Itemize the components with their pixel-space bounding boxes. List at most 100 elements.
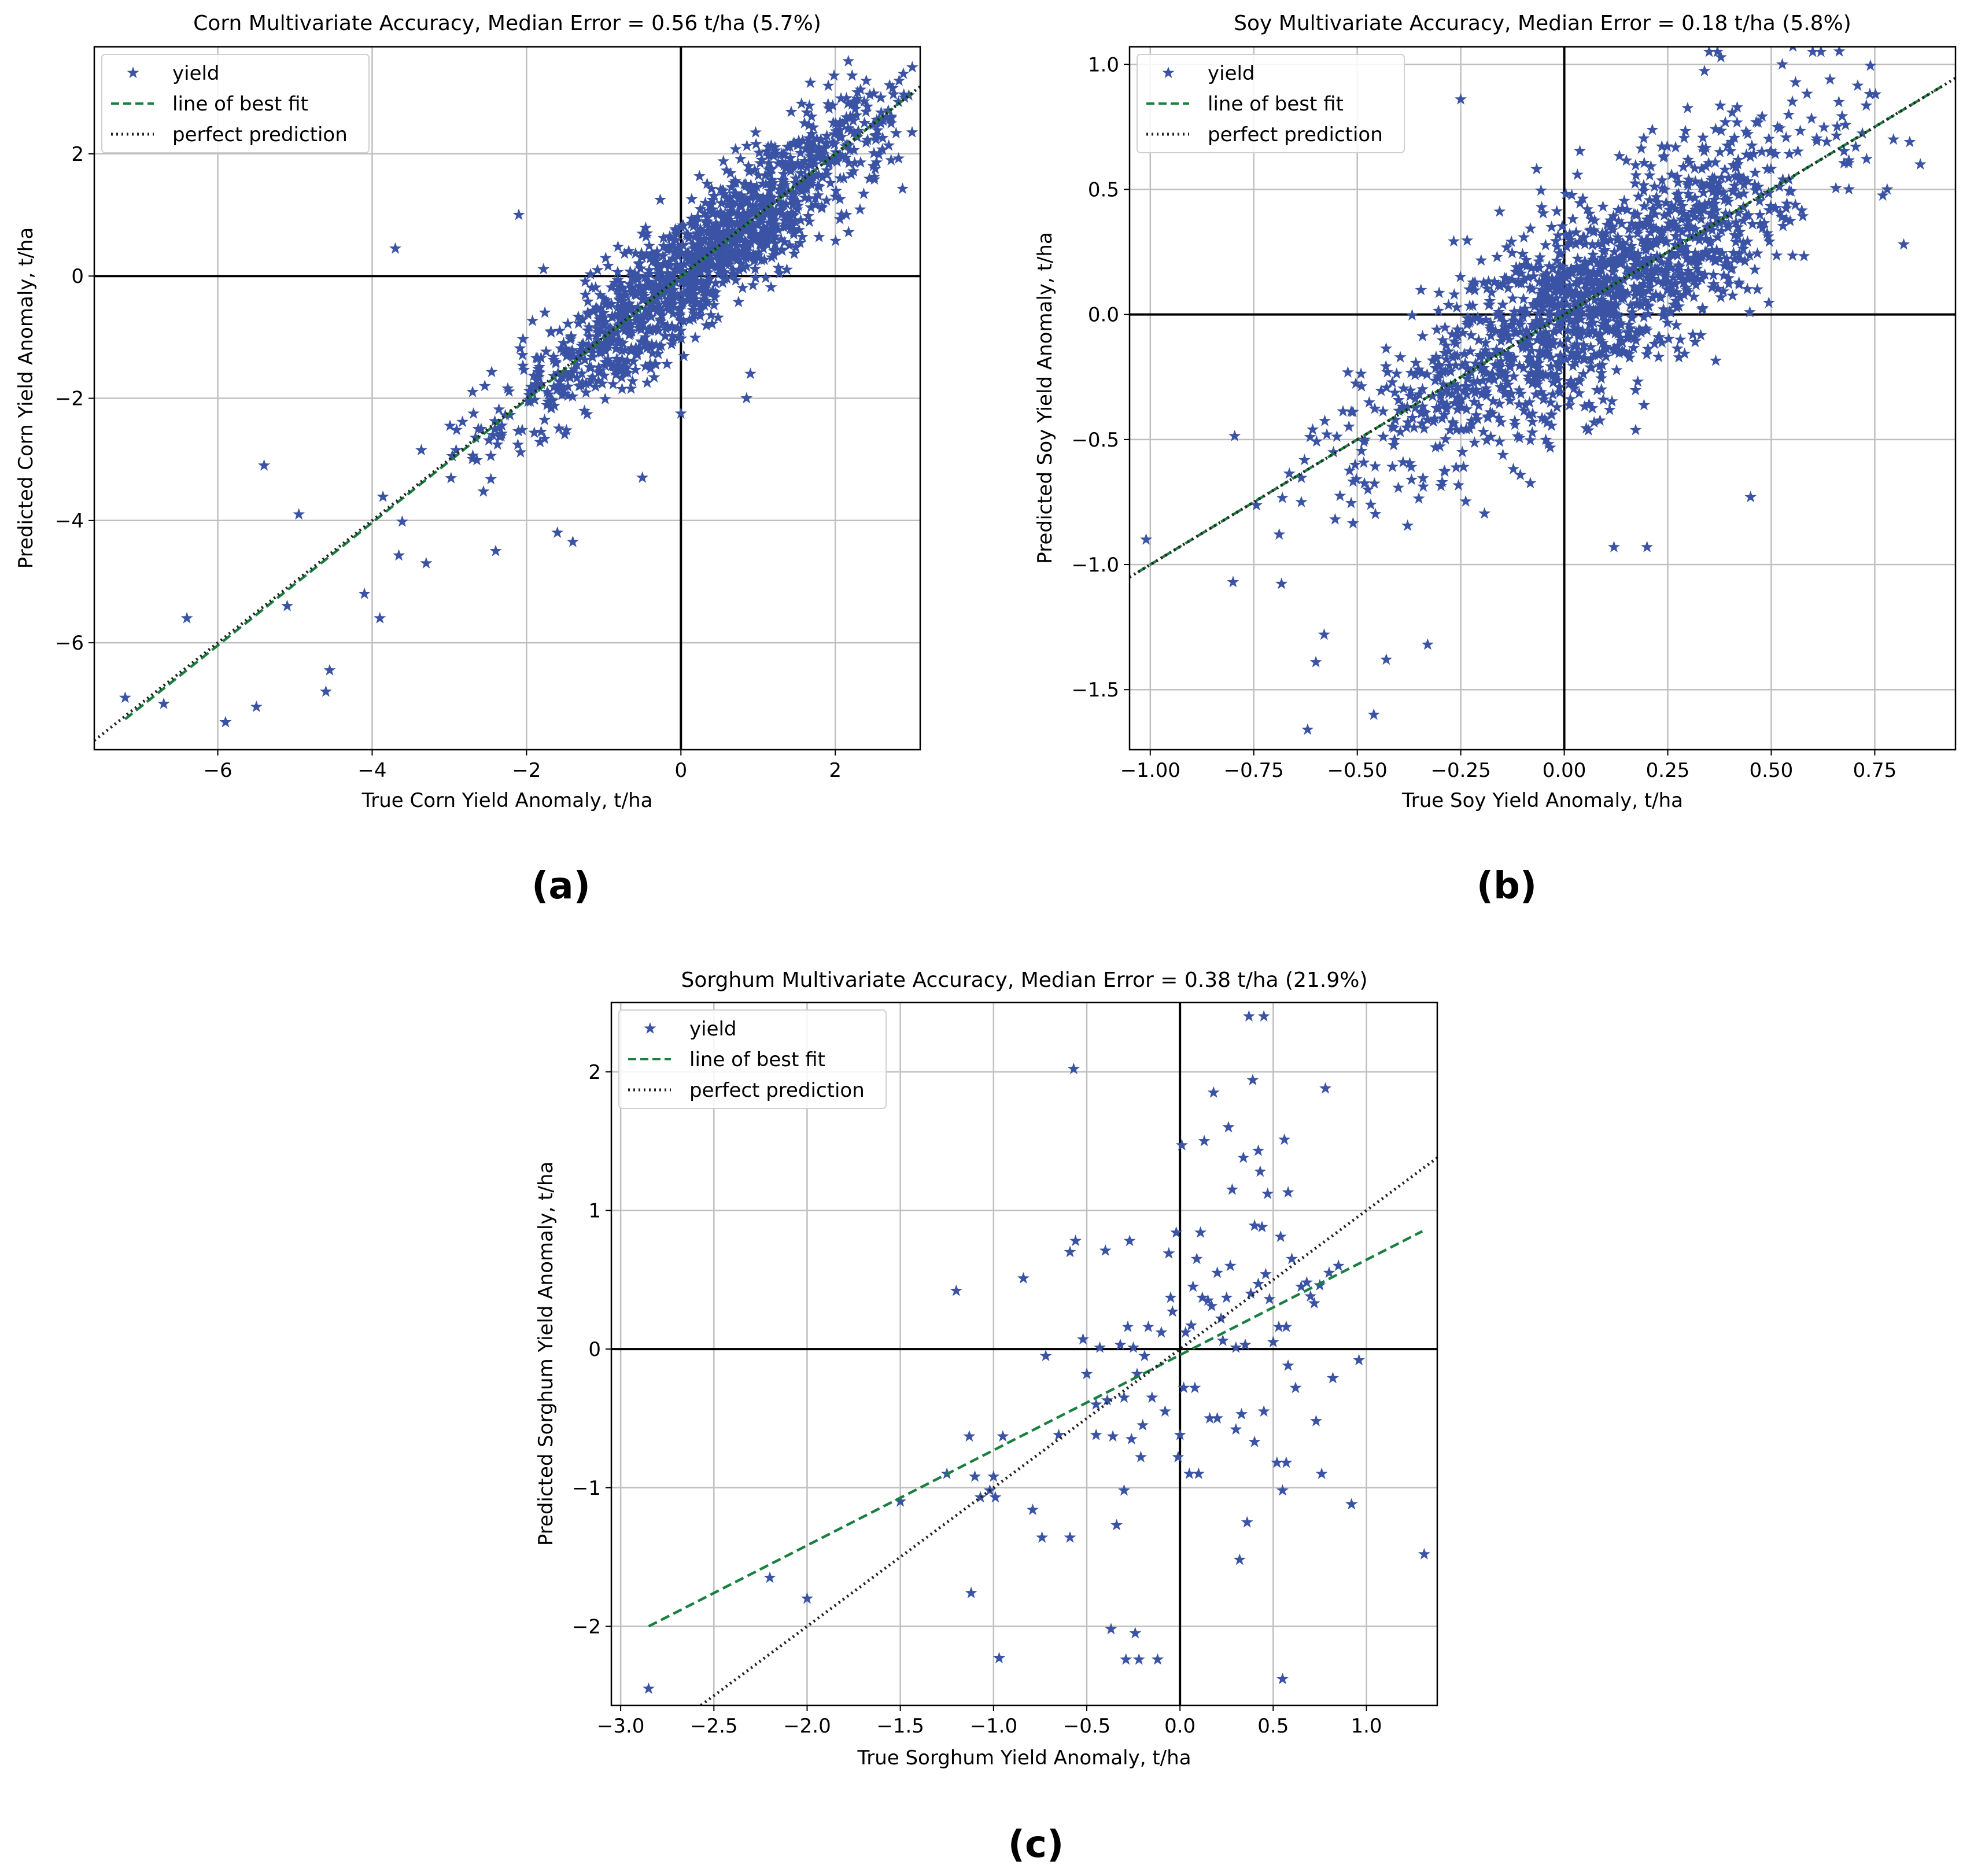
corn-yield-point bbox=[685, 193, 698, 205]
soy-legend-perfect: perfect prediction bbox=[1208, 123, 1383, 146]
corn-yield-point bbox=[828, 69, 840, 81]
corn-yield-point bbox=[641, 376, 654, 388]
sorghum-yield-point bbox=[1245, 1287, 1257, 1299]
sorghum-yield-point bbox=[1142, 1320, 1154, 1332]
sorghum-legend-fit: line of best fit bbox=[689, 1048, 825, 1071]
soy-yield-point bbox=[1319, 414, 1331, 426]
corn-yield-point bbox=[795, 97, 808, 109]
corn-yield-point bbox=[466, 385, 479, 397]
soy-caption: (b) bbox=[1477, 865, 1537, 908]
soy-yield-point bbox=[1786, 95, 1799, 107]
sorghum-yield-point bbox=[1125, 1432, 1138, 1444]
soy-yield-point bbox=[1751, 247, 1764, 259]
soy-x-axis-label: True Soy Yield Anomaly, t/ha bbox=[1401, 789, 1683, 812]
sorghum-yield-point bbox=[1158, 1405, 1171, 1417]
sorghum-yield-point bbox=[1187, 1280, 1200, 1292]
corn-yield-point bbox=[860, 74, 873, 86]
sorghum-yield-point bbox=[1282, 1186, 1294, 1198]
sorghum-title: Sorghum Multivariate Accuracy, Median Er… bbox=[681, 968, 1367, 992]
soy-yield-point bbox=[1433, 286, 1445, 298]
sorghum-yield-point bbox=[1189, 1381, 1201, 1394]
corn-yield-point bbox=[528, 426, 541, 438]
soy-yield-point bbox=[1629, 159, 1642, 171]
corn-yield-point bbox=[744, 367, 757, 379]
soy-x-tick-label: 0.75 bbox=[1853, 759, 1897, 782]
sorghum-yield-point bbox=[1207, 1086, 1220, 1098]
sorghum-yield-point bbox=[1064, 1245, 1076, 1258]
corn-yield-point bbox=[396, 515, 408, 527]
soy-yield-point bbox=[1341, 366, 1354, 378]
panel-sorghum: Sorghum Multivariate Accuracy, Median Er… bbox=[534, 968, 1438, 1866]
corn-yield-point bbox=[374, 611, 386, 624]
sorghum-legend-perfect: perfect prediction bbox=[689, 1079, 865, 1102]
soy-yield-point bbox=[1410, 356, 1422, 368]
sorghum-yield-point bbox=[1332, 1259, 1345, 1271]
soy-yield-point bbox=[1887, 133, 1900, 145]
corn-caption: (a) bbox=[532, 865, 591, 908]
soy-yield-point bbox=[1417, 480, 1430, 492]
corn-yield-point bbox=[616, 382, 628, 395]
corn-yield-point bbox=[467, 407, 480, 419]
corn-x-tick-label: −6 bbox=[203, 759, 232, 782]
sorghum-yield-point bbox=[1099, 1244, 1112, 1256]
corn-yield-point bbox=[885, 154, 898, 165]
soy-x-tick-label: 0.00 bbox=[1543, 759, 1586, 782]
corn-yield-point bbox=[493, 403, 506, 415]
soy-x-tick-label: 0.50 bbox=[1750, 759, 1794, 782]
sorghum-yield-point bbox=[763, 1571, 776, 1583]
soy-y-axis-label: Predicted Soy Yield Anomaly, t/ha bbox=[1034, 232, 1057, 563]
soy-x-tick-label: −0.75 bbox=[1224, 759, 1284, 782]
sorghum-yield-point bbox=[1257, 1010, 1270, 1022]
corn-y-tick-label: 0 bbox=[71, 265, 84, 288]
corn-yield-point bbox=[785, 105, 798, 117]
sorghum-yield-point bbox=[1353, 1354, 1366, 1366]
soy-yield-point bbox=[1670, 319, 1682, 331]
soy-yield-point bbox=[1566, 212, 1579, 224]
soy-yield-point bbox=[1618, 194, 1630, 207]
soy-yield-point bbox=[1405, 473, 1418, 485]
soy-yield-point bbox=[1629, 423, 1642, 436]
soy-yield-point bbox=[1448, 235, 1460, 247]
soy-yield-point bbox=[1227, 576, 1239, 588]
corn-yield-point bbox=[489, 544, 502, 556]
sorghum-y-tick-label: −2 bbox=[572, 1615, 601, 1638]
soy-yield-point bbox=[1824, 73, 1836, 85]
soy-yield-point bbox=[1914, 158, 1927, 170]
corn-yield-point bbox=[693, 169, 706, 182]
corn-yield-point bbox=[643, 239, 655, 252]
sorghum-yield-point bbox=[1053, 1428, 1065, 1440]
corn-y-axis-label: Predicted Corn Yield Anomaly, t/ha bbox=[14, 227, 38, 569]
sorghum-yield-point bbox=[1261, 1187, 1274, 1199]
corn-legend-perfect: perfect prediction bbox=[172, 123, 348, 146]
sorghum-legend: yield line of best fit perfect predictio… bbox=[618, 1009, 887, 1109]
soy-yield-point bbox=[1698, 64, 1711, 76]
corn-yield-point bbox=[717, 154, 730, 167]
sorghum-yield-point bbox=[1106, 1430, 1119, 1442]
corn-yield-point bbox=[281, 599, 294, 611]
soy-legend-yield: yield bbox=[1208, 62, 1255, 85]
sorghum-yield-point bbox=[965, 1586, 977, 1598]
corn-yield-point bbox=[512, 208, 525, 220]
soy-yield-point bbox=[1597, 393, 1610, 405]
soy-yield-point bbox=[1714, 146, 1726, 157]
soy-y-tick-label: −1.0 bbox=[1071, 554, 1119, 577]
corn-yield-point bbox=[538, 414, 551, 425]
soy-yield-point bbox=[1836, 110, 1848, 121]
soy-yield-point bbox=[1369, 507, 1382, 519]
soy-lines bbox=[1130, 76, 1955, 578]
corn-yield-point bbox=[612, 240, 624, 252]
sorghum-yield-point bbox=[1192, 1467, 1205, 1479]
soy-yield-point bbox=[1551, 205, 1563, 217]
sorghum-yield-point bbox=[1226, 1183, 1238, 1195]
soy-yield-point bbox=[1606, 395, 1618, 407]
sorghum-yield-point bbox=[1315, 1467, 1328, 1479]
corn-yield-point bbox=[511, 438, 524, 450]
soy-yield-point bbox=[1678, 131, 1691, 143]
soy-yield-point bbox=[1342, 420, 1355, 432]
soy-yield-point bbox=[1731, 116, 1743, 128]
corn-yield-point bbox=[732, 296, 745, 308]
sorghum-yield-point bbox=[1256, 1221, 1268, 1233]
sorghum-x-tick-label: −1.0 bbox=[970, 1715, 1018, 1738]
soy-yield-point bbox=[1357, 435, 1370, 447]
